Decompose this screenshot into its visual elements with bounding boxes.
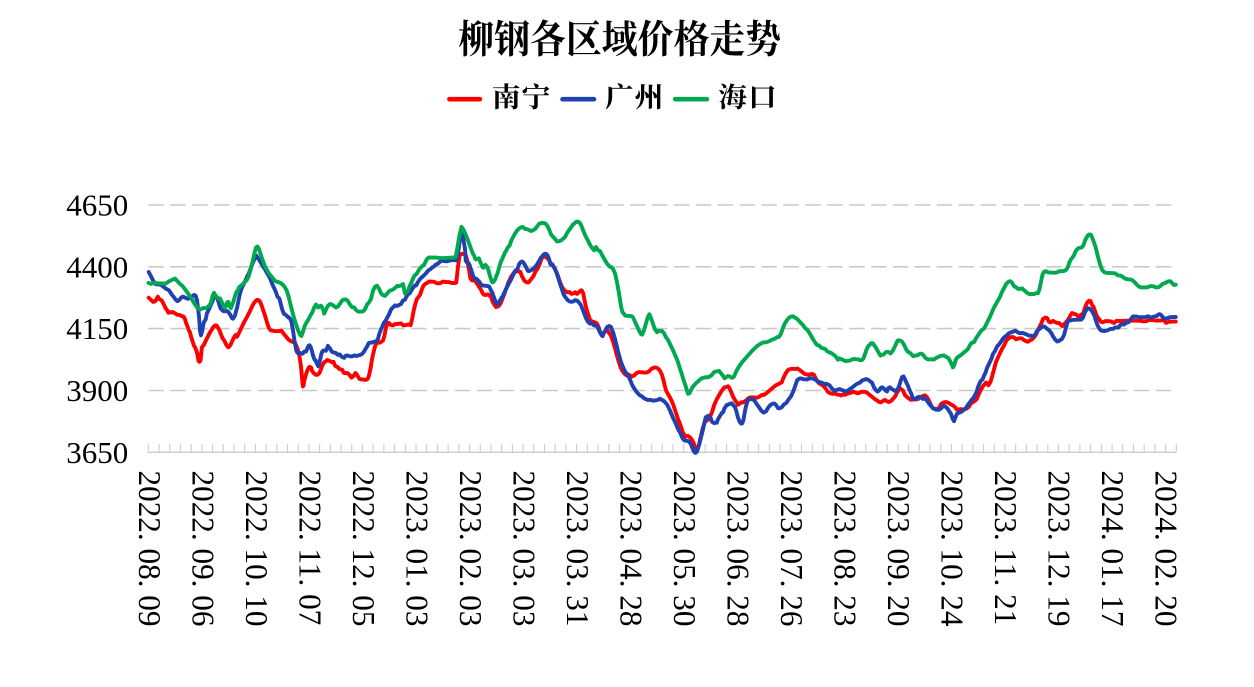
svg-text:4400: 4400 — [66, 249, 128, 284]
svg-text:2023. 03. 03: 2023. 03. 03 — [507, 471, 542, 627]
svg-text:2023. 12. 19: 2023. 12. 19 — [1042, 471, 1077, 627]
svg-text:2024. 02. 20: 2024. 02. 20 — [1149, 471, 1184, 627]
svg-text:2024. 01. 17: 2024. 01. 17 — [1095, 471, 1130, 627]
svg-text:2023. 09. 20: 2023. 09. 20 — [881, 471, 916, 627]
svg-text:2023. 07. 26: 2023. 07. 26 — [774, 471, 809, 627]
svg-text:2023. 01. 03: 2023. 01. 03 — [400, 471, 435, 627]
svg-text:2023. 02. 03: 2023. 02. 03 — [453, 471, 488, 627]
svg-text:4650: 4650 — [66, 188, 128, 223]
svg-text:3650: 3650 — [66, 435, 128, 470]
svg-text:2023. 05. 30: 2023. 05. 30 — [667, 471, 702, 627]
svg-text:2022. 12. 05: 2022. 12. 05 — [346, 471, 381, 627]
svg-text:2023. 06. 28: 2023. 06. 28 — [721, 471, 756, 627]
svg-text:2023. 11. 21: 2023. 11. 21 — [988, 471, 1023, 626]
svg-text:2022. 08. 09: 2022. 08. 09 — [132, 471, 167, 627]
svg-text:2023. 04. 28: 2023. 04. 28 — [614, 471, 649, 627]
svg-text:2022. 11. 07: 2022. 11. 07 — [293, 471, 328, 626]
svg-text:2022. 09. 06: 2022. 09. 06 — [186, 471, 221, 627]
svg-text:3900: 3900 — [66, 373, 128, 408]
svg-text:2022. 10. 10: 2022. 10. 10 — [239, 471, 274, 627]
svg-text:2023. 08. 23: 2023. 08. 23 — [828, 471, 863, 627]
svg-text:4150: 4150 — [66, 311, 128, 346]
svg-text:2023. 03. 31: 2023. 03. 31 — [560, 471, 595, 627]
svg-text:2023. 10. 24: 2023. 10. 24 — [935, 471, 970, 627]
